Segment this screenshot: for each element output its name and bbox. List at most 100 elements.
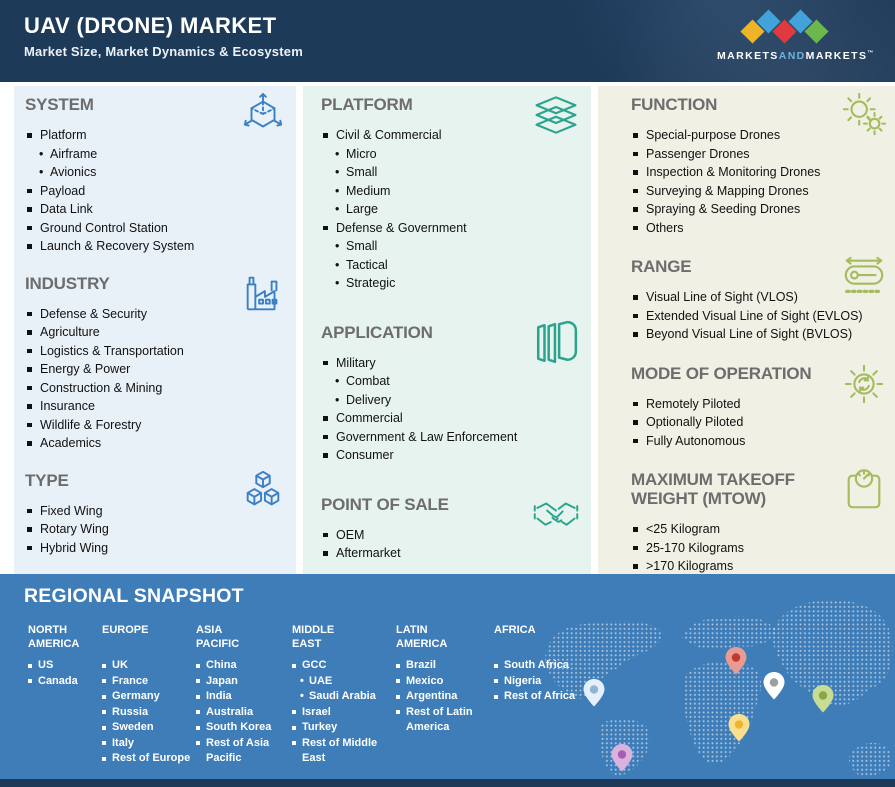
region-name: AFRICA: [494, 624, 536, 636]
factory-icon: [240, 271, 286, 317]
list-item: Beyond Visual Line of Sight (BVLOS): [631, 325, 889, 344]
list-item: Rest of Europe: [102, 751, 196, 767]
list-item: India: [196, 689, 292, 705]
logo-tm: ™: [867, 50, 874, 57]
item-list: Brazil Mexico Argentina Rest of Latin Ameri…: [396, 658, 494, 736]
list-item: Sweden: [102, 720, 196, 736]
logo-markets2: MARKETS: [805, 50, 868, 62]
list-subitem: Delivery: [321, 391, 581, 410]
list-item: Argentina: [396, 689, 494, 705]
section-title: SYSTEM: [25, 95, 94, 114]
list-item: Inspection & Monitoring Drones: [631, 163, 889, 182]
region-latin-america: LATIN AMERICA Brazil Mexico Argentina Rest o…: [396, 623, 494, 767]
region-north-america: NORTH AMERICA US Canada: [28, 623, 102, 767]
list-item: Rest of Latin America: [396, 705, 494, 736]
column-system-industry-type: SYSTEM PlatformAirframeAvionicsPayloadDat…: [14, 86, 296, 574]
item-list: UK France Germany Russia Sweden Italy Rest of …: [102, 658, 196, 767]
list-item: Defense & Security: [25, 305, 288, 324]
list-item: Surveying & Mapping Drones: [631, 182, 889, 201]
regions-list: NORTH AMERICA US Canada EUROPE UK France Germa…: [28, 623, 604, 767]
region-name: LATIN AMERICA: [396, 624, 448, 651]
list-item: Optionally Piloted: [631, 413, 889, 432]
list-item: Mexico: [396, 674, 494, 690]
list-item: Government & Law Enforcement: [321, 428, 581, 447]
layers-icon: [533, 92, 579, 138]
list-item: Rest of Africa: [494, 689, 604, 705]
list-subitem: UAE: [292, 674, 396, 690]
list-item: Fully Autonomous: [631, 432, 889, 451]
list-subitem: Small: [321, 237, 581, 256]
list-item: Data Link: [25, 200, 288, 219]
item-list: <25 Kilogram 25-170 Kilograms >170 Kilogra…: [631, 520, 889, 574]
gears-icon: [841, 92, 887, 138]
list-item: Italy: [102, 736, 196, 752]
logo-diamonds: [717, 9, 869, 44]
list-subitem: Small: [321, 163, 581, 182]
list-item: Defense & Government: [321, 219, 581, 238]
list-item: Extended Visual Line of Sight (EVLOS): [631, 307, 889, 326]
list-item: Military: [321, 354, 581, 373]
section-type: TYPE Fixed Wing Rotary Wing Hybrid Wing: [25, 470, 288, 558]
list-item: 25-170 Kilograms: [631, 539, 889, 558]
list-item: Remotely Piloted: [631, 395, 889, 414]
header: UAV (DRONE) MARKET Market Size, Market D…: [0, 0, 895, 82]
item-list: Visual Line of Sight (VLOS) Extended Visu…: [631, 288, 889, 344]
list-subitem: Avionics: [25, 163, 288, 182]
list-item: Civil & Commercial: [321, 126, 581, 145]
section-title: FUNCTION: [631, 95, 718, 114]
page-title: UAV (DRONE) MARKET: [24, 13, 277, 38]
section-system: SYSTEM PlatformAirframeAvionicsPayloadDat…: [25, 92, 288, 256]
list-item: France: [102, 674, 196, 690]
item-list: Fixed Wing Rotary Wing Hybrid Wing: [25, 502, 288, 558]
bottom-bar: [0, 779, 895, 787]
list-subitem: Combat: [321, 372, 581, 391]
header-text: UAV (DRONE) MARKET Market Size, Market D…: [24, 13, 303, 59]
list-item: US: [28, 658, 102, 674]
list-item: OEM: [321, 526, 581, 545]
list-item: China: [196, 658, 292, 674]
list-item: Rest of Asia Pacific: [196, 736, 292, 767]
list-item: Fixed Wing: [25, 502, 288, 521]
section-range: RANGE Visual Line of Sight (VLOS) Extended…: [631, 254, 889, 344]
page-subtitle: Market Size, Market Dynamics & Ecosystem: [24, 44, 303, 60]
region-name: ASIA PACIFIC: [196, 624, 240, 651]
list-item: Construction & Mining: [25, 379, 288, 398]
list-item: Brazil: [396, 658, 494, 674]
item-list: Remotely Piloted Optionally Piloted Fully …: [631, 395, 889, 451]
section-title: MAXIMUM TAKEOFF WEIGHT (MTOW): [631, 470, 795, 509]
list-subitem: Micro: [321, 145, 581, 164]
section-title: APPLICATION: [321, 322, 433, 342]
regional-snapshot: REGIONAL SNAPSHOT NORTH AMERICA US Canada E…: [0, 574, 895, 779]
list-item: Rest of Middle East: [292, 736, 396, 767]
item-list: MilitaryCombatDeliveryCommercialGovernme…: [321, 354, 581, 465]
list-item: Energy & Power: [25, 360, 288, 379]
map-pin-south-america: [611, 744, 633, 772]
list-item: <25 Kilogram: [631, 520, 889, 539]
item-list: OEM Aftermarket: [321, 526, 581, 563]
list-item: Germany: [102, 689, 196, 705]
section-title: RANGE: [631, 257, 692, 277]
section-title: MODE OF OPERATION: [631, 363, 812, 383]
list-item: Insurance: [25, 397, 288, 416]
weighing-scale-icon: [841, 467, 887, 513]
column-function-range-mode-mtow: FUNCTION Special-purpose Drones Passenger …: [598, 86, 895, 574]
list-item: Japan: [196, 674, 292, 690]
map-pin-africa: [728, 714, 750, 742]
section-title: POINT OF SALE: [321, 494, 449, 514]
list-item: Launch & Recovery System: [25, 237, 288, 256]
region-name: EUROPE: [102, 624, 149, 636]
list-subitem: Large: [321, 200, 581, 219]
list-item: UK: [102, 658, 196, 674]
section-maximum-takeoff-weight-mtow: MAXIMUM TAKEOFF WEIGHT (MTOW) <25 Kilogra…: [631, 467, 889, 574]
region-name: NORTH AMERICA: [28, 624, 80, 651]
list-item: Visual Line of Sight (VLOS): [631, 288, 889, 307]
range-slider-icon: [841, 254, 887, 300]
section-title: INDUSTRY: [25, 273, 110, 293]
list-subitem: Tactical: [321, 256, 581, 275]
item-list: Special-purpose Drones Passenger Drones In…: [631, 126, 889, 237]
region-europe: EUROPE UK France Germany Russia Sweden Italy Re…: [102, 623, 196, 767]
list-item: Israel: [292, 705, 396, 721]
